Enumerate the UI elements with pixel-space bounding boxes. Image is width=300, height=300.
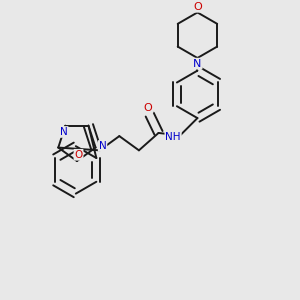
Text: O: O (193, 2, 202, 12)
Text: N: N (193, 59, 202, 69)
Text: N: N (99, 141, 106, 151)
Text: N: N (60, 127, 68, 137)
Text: O: O (74, 150, 83, 160)
Text: NH: NH (165, 132, 181, 142)
Text: O: O (144, 103, 152, 112)
